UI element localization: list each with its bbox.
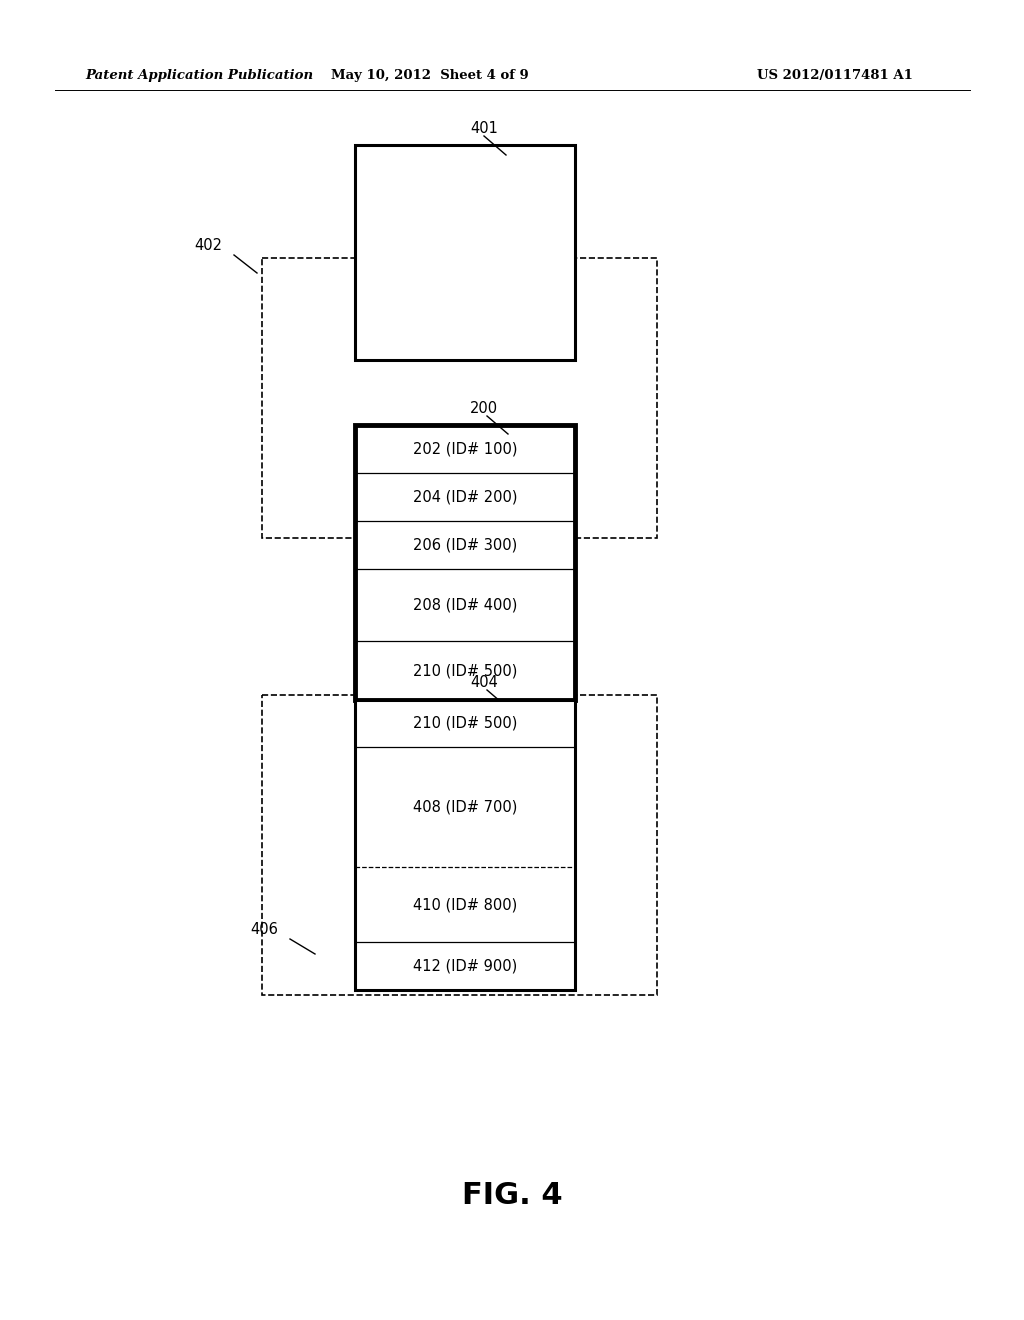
Text: FIG. 4: FIG. 4 — [462, 1180, 562, 1209]
Text: 401: 401 — [470, 121, 498, 136]
Text: 202 (ID# 100): 202 (ID# 100) — [413, 441, 517, 457]
Text: 206 (ID# 300): 206 (ID# 300) — [413, 537, 517, 553]
Text: 200: 200 — [470, 401, 498, 416]
Text: 404: 404 — [470, 675, 498, 690]
Bar — [262, 696, 657, 995]
Bar — [262, 257, 657, 539]
Text: 210 (ID# 500): 210 (ID# 500) — [413, 663, 517, 678]
Bar — [355, 145, 575, 360]
Text: 208 (ID# 400): 208 (ID# 400) — [413, 598, 517, 612]
Text: 210 (ID# 500): 210 (ID# 500) — [413, 715, 517, 731]
Text: 204 (ID# 200): 204 (ID# 200) — [413, 490, 517, 504]
Text: 412 (ID# 900): 412 (ID# 900) — [413, 958, 517, 974]
Bar — [355, 700, 575, 990]
Text: US 2012/0117481 A1: US 2012/0117481 A1 — [757, 69, 913, 82]
Text: 410 (ID# 800): 410 (ID# 800) — [413, 898, 517, 912]
Text: May 10, 2012  Sheet 4 of 9: May 10, 2012 Sheet 4 of 9 — [331, 69, 528, 82]
Text: 402: 402 — [194, 238, 222, 253]
Text: 406: 406 — [250, 921, 278, 937]
Text: Patent Application Publication: Patent Application Publication — [85, 69, 313, 82]
Bar — [355, 425, 575, 700]
Text: 408 (ID# 700): 408 (ID# 700) — [413, 800, 517, 814]
